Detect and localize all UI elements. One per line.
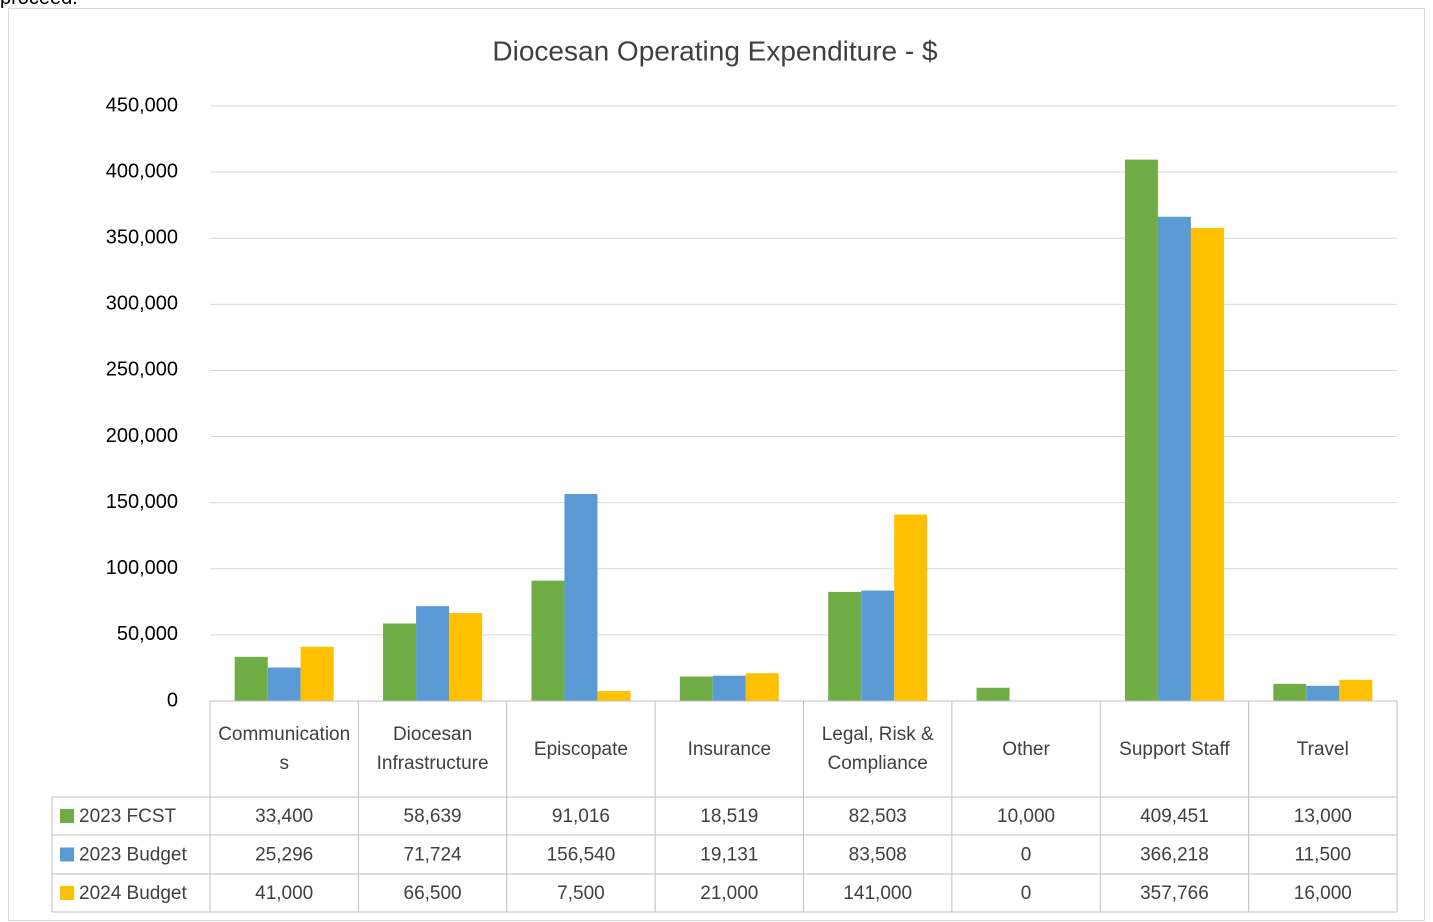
y-tick-label: 400,000 bbox=[106, 160, 178, 182]
table-cell: 71,724 bbox=[404, 845, 463, 866]
table-cell: 0 bbox=[1021, 883, 1032, 904]
category-label: Support Staff bbox=[1119, 738, 1230, 760]
table-cell: 91,016 bbox=[552, 806, 610, 827]
table-cell: 11,500 bbox=[1294, 845, 1351, 866]
bar bbox=[1339, 679, 1373, 701]
table-cell: 58,639 bbox=[404, 806, 462, 827]
table-cell: 409,451 bbox=[1140, 806, 1209, 827]
bar bbox=[894, 514, 928, 701]
category-label: Legal, Risk & Compliance bbox=[821, 724, 934, 774]
legend-key bbox=[60, 809, 74, 823]
bar bbox=[1157, 216, 1191, 701]
category-label: Communications bbox=[218, 724, 351, 774]
category-label: Insurance bbox=[687, 738, 772, 760]
y-tick-label: 350,000 bbox=[106, 227, 178, 249]
bar bbox=[564, 494, 598, 701]
bar bbox=[597, 691, 631, 701]
table-cell: 16,000 bbox=[1294, 883, 1352, 904]
y-tick-label: 150,000 bbox=[106, 491, 178, 513]
table-cell: 366,218 bbox=[1140, 845, 1209, 866]
y-tick-label: 450,000 bbox=[106, 94, 178, 116]
bar bbox=[416, 606, 450, 701]
table-cell: 41,000 bbox=[255, 883, 313, 904]
bar bbox=[712, 675, 746, 701]
bar bbox=[828, 591, 862, 701]
legend-label: 2023 Budget bbox=[79, 845, 187, 866]
table-cell: 83,508 bbox=[849, 845, 907, 866]
bar bbox=[234, 656, 268, 701]
table-cell: 19,131 bbox=[700, 845, 758, 866]
category-label: Diocesan Infrastructure bbox=[376, 724, 489, 774]
page-text: proceed. bbox=[0, 0, 78, 10]
bar bbox=[1306, 685, 1340, 701]
table-cell: 156,540 bbox=[547, 845, 616, 866]
bar bbox=[861, 590, 895, 701]
category-label: Episcopate bbox=[533, 738, 628, 760]
bar bbox=[745, 673, 779, 701]
y-tick-label: 0 bbox=[167, 689, 178, 711]
y-tick-label: 50,000 bbox=[117, 623, 178, 645]
bar bbox=[1273, 683, 1307, 701]
table-cell: 25,296 bbox=[255, 845, 313, 866]
legend-label: 2024 Budget bbox=[79, 883, 187, 904]
legend-key bbox=[60, 886, 74, 900]
legend-key bbox=[60, 847, 74, 862]
y-tick-label: 300,000 bbox=[106, 293, 178, 315]
table-cell: 18,519 bbox=[700, 806, 758, 827]
bar bbox=[531, 580, 565, 701]
bar bbox=[449, 613, 483, 701]
table-cell: 82,503 bbox=[849, 806, 907, 827]
bar bbox=[1190, 227, 1224, 701]
y-tick-label: 200,000 bbox=[106, 425, 178, 447]
table-cell: 141,000 bbox=[843, 883, 912, 904]
chart-title: Diocesan Operating Expenditure - $ bbox=[492, 35, 938, 66]
category-label: Travel bbox=[1296, 738, 1349, 760]
bar bbox=[267, 667, 301, 701]
y-tick-label: 100,000 bbox=[106, 557, 178, 579]
table-cell: 66,500 bbox=[404, 883, 462, 904]
y-tick-label: 250,000 bbox=[106, 359, 178, 381]
table-cell: 33,400 bbox=[255, 806, 313, 827]
bar bbox=[679, 676, 713, 701]
bar bbox=[383, 623, 417, 701]
table-cell: 7,500 bbox=[557, 883, 605, 904]
table-cell: 21,000 bbox=[700, 883, 758, 904]
table-cell: 13,000 bbox=[1294, 806, 1352, 827]
table-cell: 357,766 bbox=[1140, 883, 1209, 904]
bar bbox=[976, 687, 1010, 701]
bar bbox=[1124, 159, 1158, 701]
category-label: Other bbox=[1002, 738, 1050, 760]
table-cell: 0 bbox=[1021, 845, 1032, 866]
bar bbox=[300, 646, 334, 701]
table-cell: 10,000 bbox=[997, 806, 1055, 827]
legend-label: 2023 FCST bbox=[79, 806, 177, 827]
